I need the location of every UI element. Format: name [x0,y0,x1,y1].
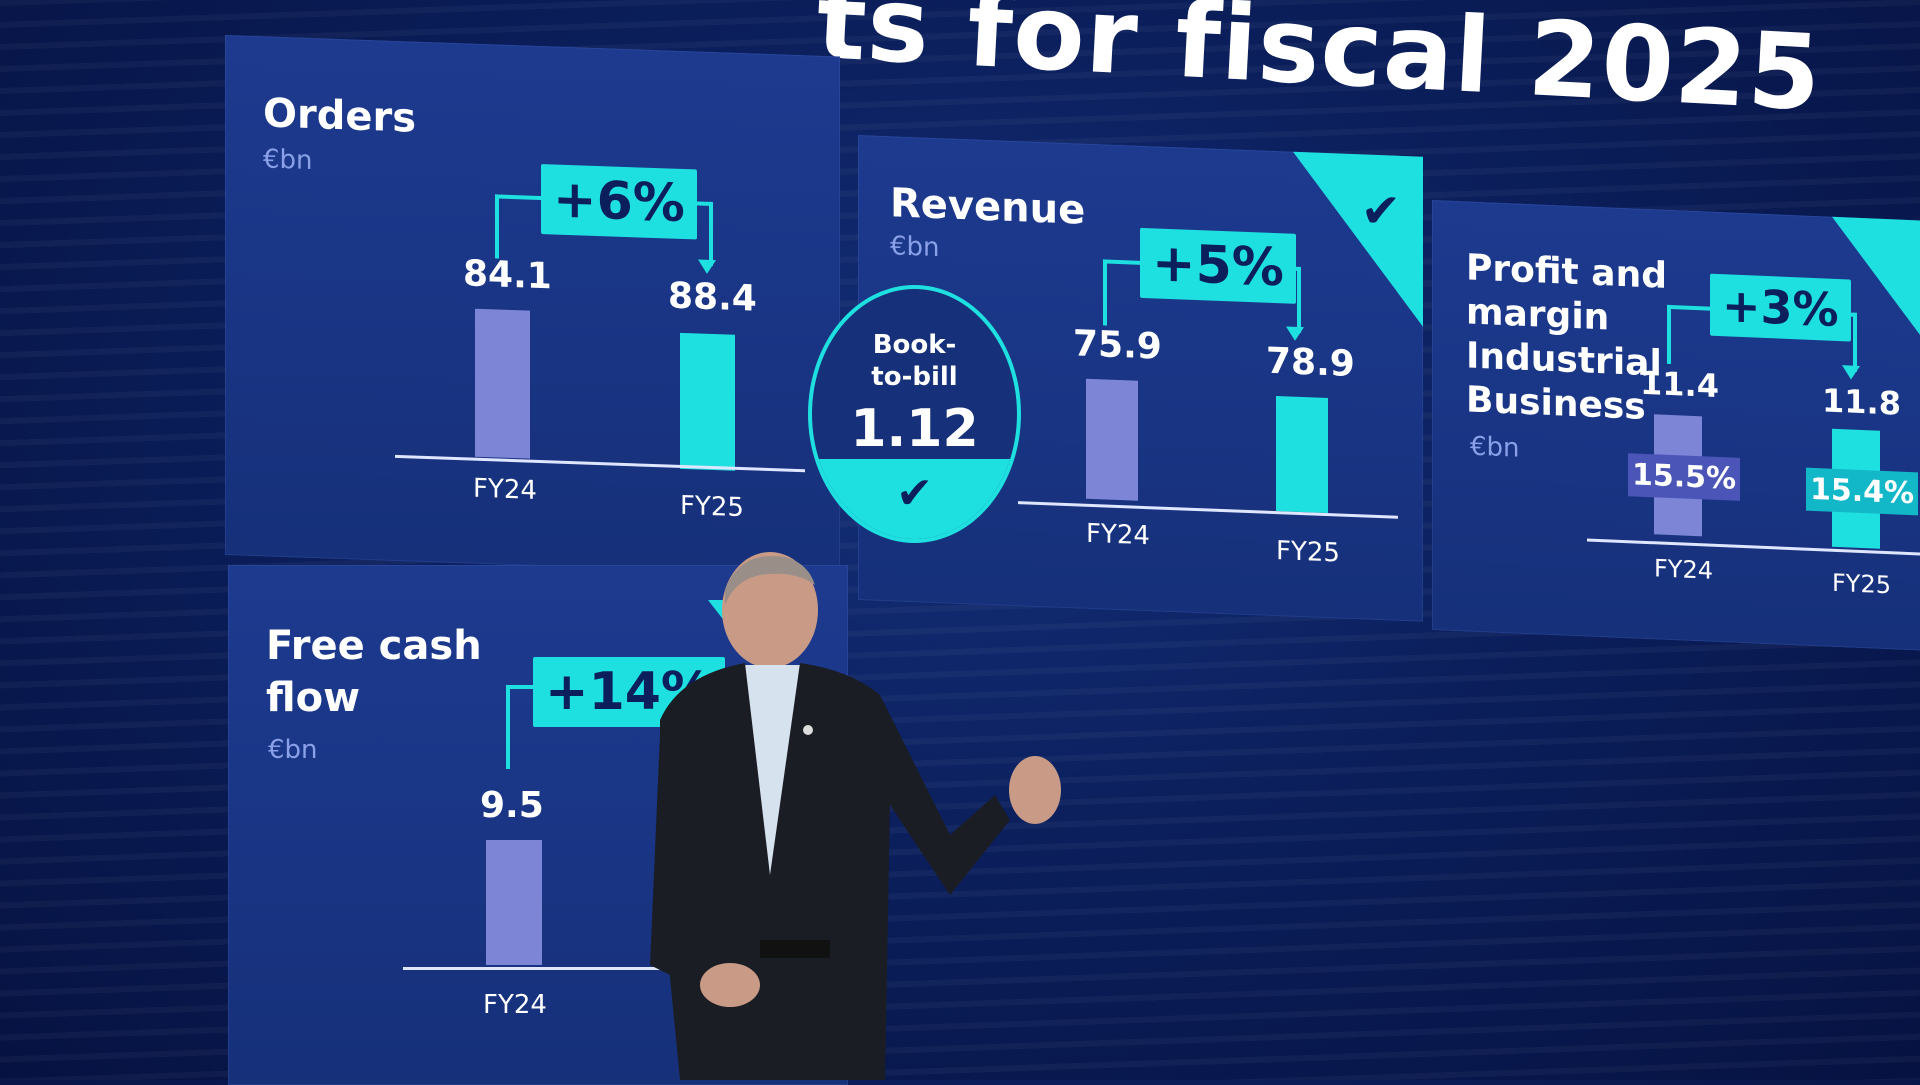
presenter-right-arm [650,735,710,985]
profit-fy24-value: 11.4 [1640,363,1719,406]
orders-fy25-bar [680,332,735,471]
fcf-axis [403,967,843,970]
revenue-fy25-value: 78.9 [1266,340,1355,386]
profit-fy24-margin: 15.5% [1628,453,1741,501]
fcf-title-line2: flow [266,675,361,721]
presenter-jacket [660,663,1010,1080]
orders-fy24-bar [475,308,530,459]
revenue-fy24-bar [1086,378,1138,501]
profit-title-line4: Business [1466,379,1646,428]
orders-title: Orders [263,90,417,142]
fcf-fy24-label: FY24 [483,990,547,1020]
profit-fy25-value: 11.8 [1822,381,1901,423]
revenue-change-badge: +5% [1140,227,1296,304]
profit-fy24-label: FY24 [1654,554,1714,585]
orders-axis [395,454,805,473]
presenter-hand-right [1009,756,1061,824]
presenter-hair [725,555,815,605]
profit-unit: €bn [1470,431,1520,464]
revenue-fy25-bar [1276,396,1328,514]
revenue-corner-flag [1293,151,1423,327]
profit-fy25-label: FY25 [1832,568,1892,600]
revenue-fy24-value: 75.9 [1073,323,1162,368]
revenue-unit: €bn [890,231,940,264]
book-to-bill-label: Book- to-bill [812,329,1017,393]
revenue-title: Revenue [890,180,1086,234]
revenue-fy25-label: FY25 [1276,536,1340,569]
orders-arrow-icon [698,259,716,275]
orders-fy24-label: FY24 [473,473,537,506]
book-to-bill-check-icon: ✔ [812,459,1017,539]
orders-panel: Orders €bn +6% 84.1 88.4 FY24 FY25 [225,35,840,577]
orders-fy25-label: FY25 [680,490,744,524]
profit-change-badge: +3% [1710,273,1851,342]
revenue-arrow-icon [1286,326,1304,342]
book-to-bill-value: 1.12 [850,399,979,459]
presenter-microphone [803,725,813,735]
orders-change-badge: +6% [541,164,697,240]
revenue-axis [1018,501,1398,519]
orders-unit: €bn [263,144,313,177]
fcf-title: Free cash flow [266,620,482,724]
profit-title: Profit and margin Industrial Business [1466,246,1667,430]
presenter-belt [760,940,830,958]
book-to-bill-label-line2: to-bill [871,362,958,392]
presenter-figure [650,552,1061,1080]
orders-fy24-value: 84.1 [463,253,552,298]
revenue-fy24-label: FY24 [1086,518,1150,552]
fcf-title-line1: Free cash [266,623,482,669]
orders-fy25-value: 88.4 [668,275,757,320]
book-to-bill-label-line1: Book- [872,330,957,360]
book-to-bill-circle: Book- to-bill 1.12 ✔ [808,285,1021,543]
fcf-fy24-bar [486,840,542,965]
profit-arrow-icon [1842,365,1860,380]
presenter-hand-left [700,963,760,1007]
presenter-head [722,552,818,668]
profit-panel: Profit and margin Industrial Business €b… [1432,200,1920,651]
profit-fy25-margin: 15.4% [1806,467,1919,516]
revenue-check-icon: ✔ [1360,182,1401,240]
fcf-fy24-value: 9.5 [480,785,544,826]
fcf-unit: €bn [268,735,318,765]
